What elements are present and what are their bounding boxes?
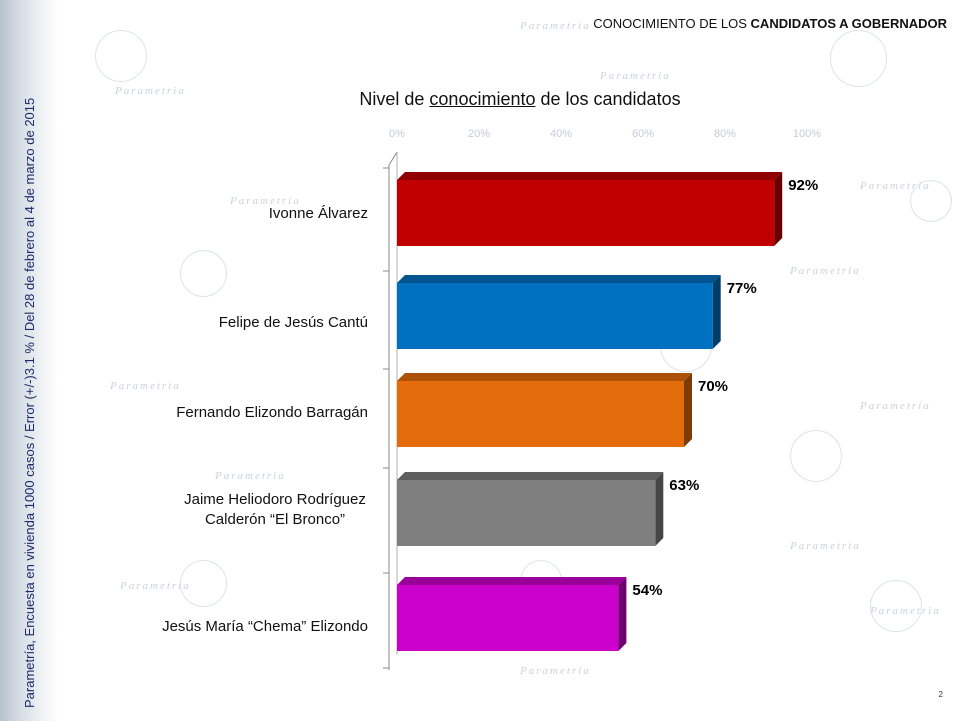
x-tick-label: 20% — [468, 128, 490, 140]
watermark-circle — [180, 560, 227, 607]
header-prefix: CONOCIMIENTO DE LOS — [593, 16, 747, 31]
page-number: 2 — [938, 690, 943, 699]
watermark-text: Parametria — [520, 665, 591, 677]
data-label: 77% — [727, 280, 757, 297]
bar-top-face — [397, 472, 664, 480]
bar — [397, 480, 656, 546]
watermark-text: Parametria — [215, 470, 286, 482]
watermark-circle — [910, 180, 952, 222]
watermark-text: Parametria — [790, 540, 861, 552]
watermark-text: Parametria — [120, 580, 191, 592]
bar-side-face — [655, 472, 664, 546]
header-bold: CANDIDATOS A GOBERNADOR — [750, 16, 947, 31]
watermark-text: Parametria — [110, 380, 181, 392]
bar-top-face — [397, 373, 692, 381]
x-tick-label: 80% — [714, 128, 736, 140]
data-label: 70% — [698, 378, 728, 395]
title-part-3: de los candidatos — [535, 89, 681, 109]
watermark-circle — [95, 30, 147, 82]
title-part-1: Nivel de — [359, 89, 430, 109]
x-tick-label: 100% — [793, 128, 821, 140]
bar — [397, 283, 713, 349]
y-axis-line — [388, 151, 398, 670]
watermark-text: Parametria — [790, 265, 861, 277]
x-tick-label: 60% — [632, 128, 654, 140]
x-tick-label: 40% — [550, 128, 572, 140]
watermark-text: Parametria — [230, 195, 301, 207]
y-tick-label: Ivonne Álvarez — [268, 205, 368, 222]
bar-top-face — [397, 577, 627, 585]
bar-side-face — [684, 373, 692, 447]
y-tick-label: Jaime Heliodoro Rodríguez Calderón “El B… — [184, 491, 366, 528]
watermark-text: Parametria — [600, 70, 671, 82]
data-label: 63% — [669, 477, 699, 494]
y-tick-label: Fernando Elizondo Barragán — [176, 404, 368, 421]
watermark-circle — [790, 430, 842, 482]
chart-title: Nivel de conocimiento de los candidatos — [0, 89, 961, 110]
watermark-text: Parametria — [115, 85, 186, 97]
x-tick-label: 0% — [389, 128, 405, 140]
bar — [397, 585, 619, 651]
bar-side-face — [712, 275, 721, 349]
watermark-text: Parametria — [860, 180, 931, 192]
bar-top-face — [397, 172, 783, 180]
watermark-circle — [870, 580, 922, 632]
watermark-text: Parametria — [520, 20, 591, 32]
sidebar-decoration — [0, 0, 58, 721]
bar-side-face — [774, 172, 783, 246]
bar — [397, 180, 775, 246]
data-label: 92% — [788, 177, 818, 194]
bar-top-face — [397, 275, 721, 283]
slide-header: CONOCIMIENTO DE LOS CANDIDATOS A GOBERNA… — [593, 16, 947, 31]
data-label: 54% — [632, 582, 662, 599]
watermark-text: Parametria — [860, 400, 931, 412]
y-tick-label: Jesús María “Chema” Elizondo — [162, 618, 368, 635]
watermark-circle — [830, 30, 887, 87]
y-tick-label: Felipe de Jesús Cantú — [218, 314, 368, 331]
title-part-2: conocimiento — [429, 89, 536, 109]
watermark-circle — [180, 250, 227, 297]
bar-side-face — [618, 577, 627, 651]
bar — [397, 381, 684, 447]
